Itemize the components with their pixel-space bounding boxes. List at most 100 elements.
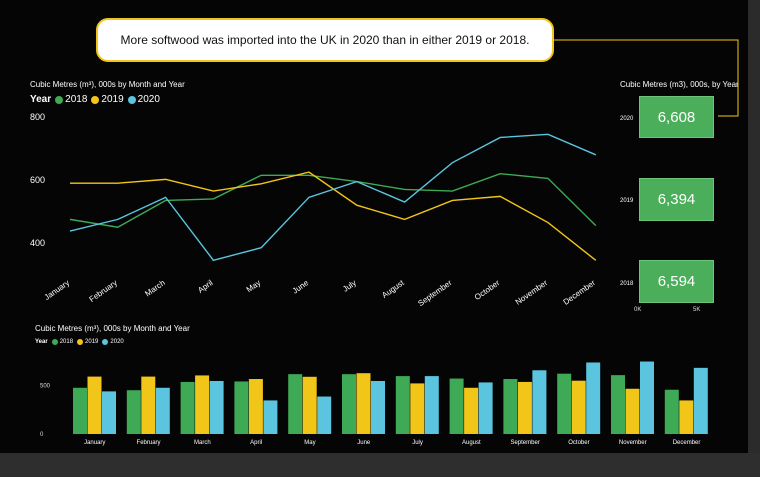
line-chart: 800 600 400 January February March April May Jun… xyxy=(30,112,597,308)
bar-2018-april[interactable] xyxy=(234,381,249,434)
legend-item-2019[interactable]: 2019 xyxy=(77,339,98,345)
legend-item-2020[interactable]: 2020 xyxy=(127,94,160,105)
bar-chart: 500 0 January February March April May June July… xyxy=(40,361,708,446)
bar-2018-october[interactable] xyxy=(557,373,572,434)
kpi-value: 6,608 xyxy=(657,108,696,126)
x-tick-label: April xyxy=(196,278,214,295)
bar-2018-march[interactable] xyxy=(180,381,195,434)
x-tick-label: February xyxy=(88,278,119,304)
legend-label: 2018 xyxy=(65,94,88,105)
kpi-card-2019[interactable]: 6,394 xyxy=(639,178,714,221)
bar-2019-february[interactable] xyxy=(141,376,156,434)
bottom-strip xyxy=(0,453,760,477)
series-line-2020[interactable] xyxy=(69,133,597,262)
legend-item-2018[interactable]: 2018 xyxy=(51,339,74,345)
kpi-card-2018[interactable]: 6,594 xyxy=(639,260,714,303)
x-tick-label: October xyxy=(473,278,502,302)
x-tick-label: September xyxy=(510,440,539,446)
legend-dot xyxy=(77,339,84,345)
series-line-2019[interactable] xyxy=(70,171,597,261)
bar-2019-august[interactable] xyxy=(464,387,479,434)
legend-dot xyxy=(127,95,136,104)
bar-2020-september[interactable] xyxy=(532,370,547,434)
legend-title: Year xyxy=(35,339,48,345)
legend-dot xyxy=(102,339,109,345)
bar-2020-october[interactable] xyxy=(586,362,601,434)
bar-2019-october[interactable] xyxy=(571,380,586,434)
y-tick-label: 400 xyxy=(30,238,45,248)
y-tick-label: 600 xyxy=(30,175,45,185)
bar-2019-september[interactable] xyxy=(517,381,532,434)
bar-chart-legend: Year 2018 2019 2020 xyxy=(35,339,128,345)
legend-item-2019[interactable]: 2019 xyxy=(91,94,124,105)
bar-2018-november[interactable] xyxy=(611,375,625,434)
legend-label: 2020 xyxy=(110,339,124,345)
kpi-axis-tick: 0K xyxy=(634,307,642,313)
x-tick-label: September xyxy=(416,278,453,308)
bar-2019-july[interactable] xyxy=(410,383,425,434)
bar-2019-may[interactable] xyxy=(302,376,317,434)
legend-dot xyxy=(91,95,100,104)
x-tick-label: December xyxy=(673,440,701,446)
legend-title: Year xyxy=(30,94,52,105)
bar-2020-december[interactable] xyxy=(693,367,708,434)
x-tick-label: February xyxy=(137,440,161,446)
bar-2018-december[interactable] xyxy=(664,389,679,434)
bar-2020-august[interactable] xyxy=(478,382,493,434)
bar-2018-february[interactable] xyxy=(126,390,141,434)
bar-2019-march[interactable] xyxy=(195,375,210,434)
bar-2020-january[interactable] xyxy=(102,391,116,434)
bar-2019-december[interactable] xyxy=(679,400,694,434)
bar-2020-july[interactable] xyxy=(424,376,439,434)
callout-text: More softwood was imported into the UK i… xyxy=(120,33,530,47)
kpi-axis-tick: 5K xyxy=(693,307,701,313)
x-tick-label: March xyxy=(194,440,211,446)
bar-2020-november[interactable] xyxy=(640,361,654,434)
bar-chart-title: Cubic Metres (m³), 000s by Month and Yea… xyxy=(35,324,190,333)
legend-label: 2019 xyxy=(85,339,99,345)
kpi-panel-title: Cubic Metres (m3), 000s, by Year xyxy=(620,80,739,89)
x-tick-label: July xyxy=(412,440,423,446)
legend-item-2018[interactable]: 2018 xyxy=(55,94,87,105)
bar-2018-may[interactable] xyxy=(288,374,303,434)
x-tick-label: March xyxy=(143,278,166,298)
x-tick-label: July xyxy=(341,278,358,294)
y-tick-label: 0 xyxy=(40,432,44,438)
callout-connector xyxy=(554,39,739,117)
bar-2018-august[interactable] xyxy=(449,378,464,434)
x-tick-label: November xyxy=(514,278,550,307)
legend-dot xyxy=(55,95,64,104)
bar-2018-june[interactable] xyxy=(342,374,356,434)
line-chart-title: Cubic Metres (m³), 000s by Month and Yea… xyxy=(30,80,185,89)
legend-item-2020[interactable]: 2020 xyxy=(102,339,124,345)
bar-2019-january[interactable] xyxy=(87,376,102,434)
insight-callout: More softwood was imported into the UK i… xyxy=(96,18,554,62)
y-tick-label: 500 xyxy=(40,383,51,389)
kpi-value: 6,594 xyxy=(657,273,696,290)
bar-2018-july[interactable] xyxy=(395,376,410,434)
bar-2019-june[interactable] xyxy=(356,373,371,434)
bar-2020-february[interactable] xyxy=(155,387,170,434)
bar-2019-november[interactable] xyxy=(625,388,640,434)
bar-2020-march[interactable] xyxy=(209,380,224,434)
bar-2018-september[interactable] xyxy=(503,379,518,434)
bar-2019-april[interactable] xyxy=(248,379,263,434)
series-line-2018[interactable] xyxy=(69,172,597,228)
bar-2020-may[interactable] xyxy=(317,396,332,434)
kpi-year-2019: 2019 xyxy=(620,198,634,204)
x-tick-label: January xyxy=(43,278,71,302)
x-tick-label: August xyxy=(462,440,481,446)
x-tick-label: May xyxy=(245,278,263,294)
legend-label: 2018 xyxy=(59,339,74,345)
x-tick-label: January xyxy=(84,440,105,446)
legend-label: 2019 xyxy=(101,94,124,105)
bar-2020-april[interactable] xyxy=(263,400,278,434)
x-tick-label: November xyxy=(619,440,647,446)
bar-2018-january[interactable] xyxy=(73,387,87,434)
bar-2020-june[interactable] xyxy=(371,380,385,434)
kpi-year-2018: 2018 xyxy=(620,281,634,287)
x-tick-label: June xyxy=(291,278,311,296)
kpi-card-2020[interactable]: 6,608 xyxy=(639,96,714,138)
x-tick-label: May xyxy=(304,440,315,446)
